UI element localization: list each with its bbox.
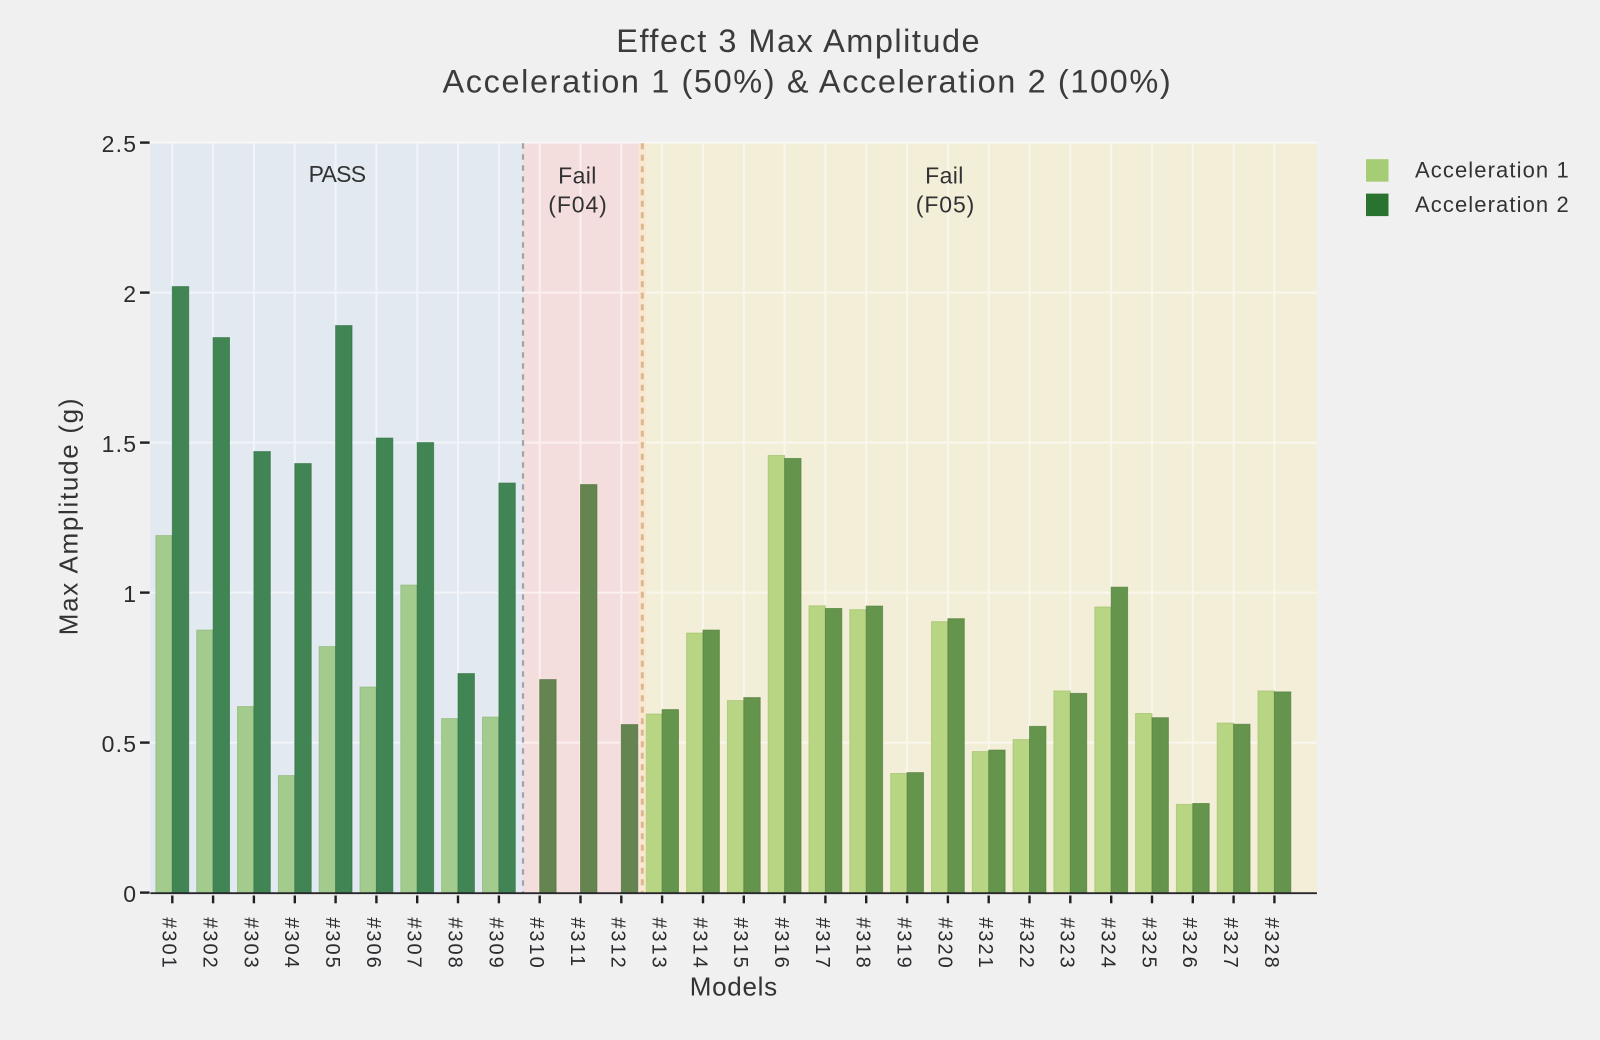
- svg-text:#311: #311: [566, 917, 588, 968]
- svg-text:(F05): (F05): [916, 192, 975, 218]
- svg-text:#324: #324: [1097, 917, 1119, 970]
- svg-text:#317: #317: [811, 917, 833, 970]
- svg-text:Acceleration 1: Acceleration 1: [1415, 158, 1570, 183]
- svg-text:#302: #302: [199, 917, 221, 970]
- svg-text:#328: #328: [1260, 917, 1282, 970]
- svg-text:PASS: PASS: [309, 161, 366, 187]
- svg-text:0.5: 0.5: [102, 731, 138, 757]
- svg-text:#318: #318: [852, 917, 874, 970]
- svg-text:#309: #309: [484, 917, 506, 970]
- svg-text:#308: #308: [443, 917, 465, 970]
- svg-text:2: 2: [123, 281, 137, 307]
- svg-text:#319: #319: [893, 917, 915, 970]
- svg-text:#325: #325: [1137, 917, 1159, 970]
- svg-text:#327: #327: [1219, 917, 1241, 970]
- svg-text:#322: #322: [1015, 917, 1037, 970]
- svg-text:#303: #303: [239, 917, 261, 970]
- svg-text:Fail: Fail: [558, 163, 597, 189]
- svg-text:#310: #310: [525, 917, 547, 970]
- svg-text:#316: #316: [770, 917, 792, 970]
- svg-text:Acceleration 2: Acceleration 2: [1415, 192, 1570, 217]
- svg-text:Acceleration 1 (50%) & Acceler: Acceleration 1 (50%) & Acceleration 2 (1…: [443, 64, 1173, 100]
- svg-text:#307: #307: [403, 917, 425, 970]
- svg-text:#301: #301: [158, 917, 180, 970]
- svg-text:#315: #315: [729, 917, 751, 970]
- svg-text:(F04): (F04): [548, 192, 607, 218]
- svg-text:1.5: 1.5: [102, 431, 138, 457]
- svg-text:#306: #306: [362, 917, 384, 970]
- svg-text:0: 0: [123, 881, 137, 907]
- svg-text:1: 1: [123, 581, 137, 607]
- svg-text:#312: #312: [607, 917, 629, 970]
- svg-text:#323: #323: [1056, 917, 1078, 970]
- svg-text:Models: Models: [690, 971, 778, 1001]
- svg-text:Fail: Fail: [925, 163, 964, 189]
- svg-text:#320: #320: [933, 917, 955, 970]
- svg-text:#304: #304: [280, 917, 302, 970]
- svg-text:#314: #314: [688, 917, 710, 970]
- svg-text:#321: #321: [974, 917, 996, 970]
- svg-text:2.5: 2.5: [102, 131, 138, 157]
- svg-text:Effect 3 Max Amplitude: Effect 3 Max Amplitude: [616, 23, 981, 59]
- svg-text:#313: #313: [648, 917, 670, 970]
- svg-text:#326: #326: [1178, 917, 1200, 970]
- svg-text:Max Amplitude (g): Max Amplitude (g): [54, 397, 84, 635]
- svg-text:#305: #305: [321, 917, 343, 970]
